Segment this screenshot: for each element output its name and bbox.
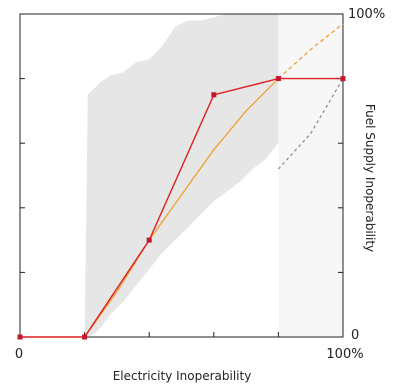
series-red-line: [20, 77, 343, 338]
series-red-marker-2: [146, 237, 152, 243]
x-tick-label-max: 100%: [326, 347, 363, 362]
plot-frame: [19, 13, 344, 338]
series-markers: [17, 76, 346, 340]
series-red-marker-4: [275, 76, 281, 82]
series-lines: [20, 23, 344, 338]
uncertainty-band: [84, 14, 279, 337]
series-red-marker-1: [82, 334, 88, 340]
light-region: [278, 14, 343, 337]
series-red-marker-5: [340, 76, 346, 82]
series-gray-dashed-line: [277, 78, 344, 170]
y-tick-label-max: 100%: [348, 7, 385, 22]
x-axis-title: Electricity Inoperability: [113, 369, 252, 383]
series-orange-line: [84, 78, 279, 338]
x-tick-label-min: 0: [15, 347, 23, 362]
series-red-marker-3: [211, 92, 217, 98]
series-red-marker-0: [17, 334, 23, 340]
series-orange-dashed-line: [277, 23, 344, 80]
y-axis-title: Fuel Supply Inoperability: [363, 104, 377, 252]
y-tick-label-min: 0: [351, 328, 359, 343]
